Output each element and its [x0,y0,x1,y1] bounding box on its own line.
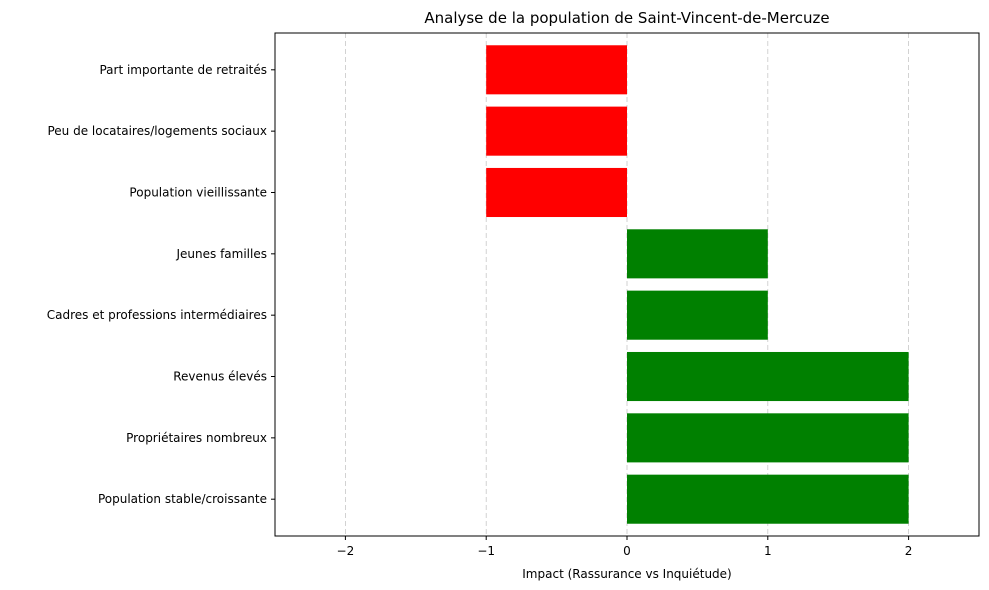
bar [627,290,768,340]
bar [486,106,627,156]
y-tick-label: Revenus élevés [173,370,267,384]
x-axis-label: Impact (Rassurance vs Inquiétude) [522,567,731,581]
y-tick-label: Propriétaires nombreux [126,431,267,445]
bars-group [486,45,909,524]
y-ticks: Population stable/croissante Propriétaire… [47,63,275,506]
x-tick-label: 1 [764,544,772,558]
y-tick-label: Jeunes familles [176,247,268,261]
bar [486,167,627,218]
y-tick-label: Peu de locataires/logements sociaux [47,124,267,138]
bar [627,413,909,463]
bar [627,474,909,524]
bar [486,45,627,95]
bar [627,229,768,279]
y-tick-label: Population vieillissante [129,185,267,199]
x-ticks: −2 −1 0 1 2 [337,536,913,558]
x-tick-label: −2 [337,544,355,558]
y-tick-label: Part importante de retraités [99,63,267,77]
y-tick-label: Population stable/croissante [98,492,267,506]
x-tick-label: −1 [477,544,495,558]
bar [627,351,909,402]
chart-title: Analyse de la population de Saint-Vincen… [424,9,829,27]
x-tick-label: 0 [623,544,631,558]
x-tick-label: 2 [905,544,913,558]
y-tick-label: Cadres et professions intermédiaires [47,308,267,322]
